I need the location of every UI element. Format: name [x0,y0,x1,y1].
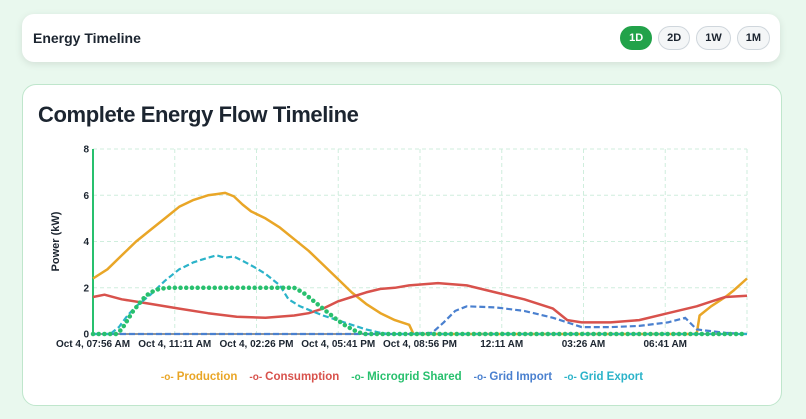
x-tick-label-2: Oct 4, 02:26 PM [220,339,294,350]
chart-title: Complete Energy Flow Timeline [38,102,359,127]
legend-marker-icon: -o- [564,371,577,383]
legend-label: Grid Import [489,371,553,383]
range-button-1w[interactable]: 1W [696,26,731,50]
legend-item-consumption[interactable]: -o- Consumption [249,371,339,383]
series-line-microgrid-shared [90,285,750,337]
legend-item-production[interactable]: -o- Production [161,371,237,383]
energy-flow-chart: 0 2 4 6 8 Oct 4, 07:56 AM Oct 4, 11:11 AM Oct 4… [50,145,750,350]
range-button-2d[interactable]: 2D [658,26,691,50]
legend-marker-icon: -o- [473,371,487,383]
x-tick-label-6: 03:26 AM [562,339,606,350]
y-tick-label-0: 0 [83,330,89,341]
series-line-grid-export [93,254,747,336]
series-line-consumption [92,281,748,324]
legend-marker-icon: -o- [249,371,263,383]
legend-marker-icon: -o- [351,371,365,383]
y-tick-label-1: 2 [83,283,89,294]
legend-label: Production [176,371,238,383]
legend-item-microgrid-shared[interactable]: -o- Microgrid Shared [351,371,461,383]
x-tick-label-3: Oct 4, 05:41 PM [301,339,375,350]
chart-legend: -o- Production -o- Consumption -o- Microgrid … [23,371,781,383]
app-title: Energy Timeline [33,30,141,46]
legend-label: Consumption [265,371,340,383]
y-tick-label-4: 8 [83,145,89,156]
range-button-1d[interactable]: 1D [620,26,653,50]
y-axis-label: Power (kW) [50,211,62,271]
legend-label: Grid Export [579,371,644,383]
time-range-selector: 1D 2D 1W 1M [620,26,770,50]
legend-item-grid-import[interactable]: -o- Grid Import [474,371,552,383]
range-button-1m[interactable]: 1M [736,26,770,50]
legend-marker-icon: -o- [160,371,174,383]
legend-label: Microgrid Shared [367,371,462,383]
x-tick-label-1: Oct 4, 11:11 AM [138,339,211,350]
y-tick-label-2: 4 [83,237,89,248]
y-tick-label-3: 6 [83,191,89,202]
x-tick-label-0: Oct 4, 07:56 AM [56,339,130,350]
legend-item-grid-export[interactable]: -o- Grid Export [564,371,643,383]
x-tick-label-7: 06:41 AM [643,339,687,350]
x-tick-label-4: Oct 4, 08:56 PM [383,339,457,350]
top-bar: Energy Timeline 1D 2D 1W 1M [22,14,780,62]
x-tick-label-5: 12:11 AM [480,339,523,350]
chart-panel: Complete Energy Flow Timeline 0 2 4 6 8 Oct 4… [22,84,782,406]
